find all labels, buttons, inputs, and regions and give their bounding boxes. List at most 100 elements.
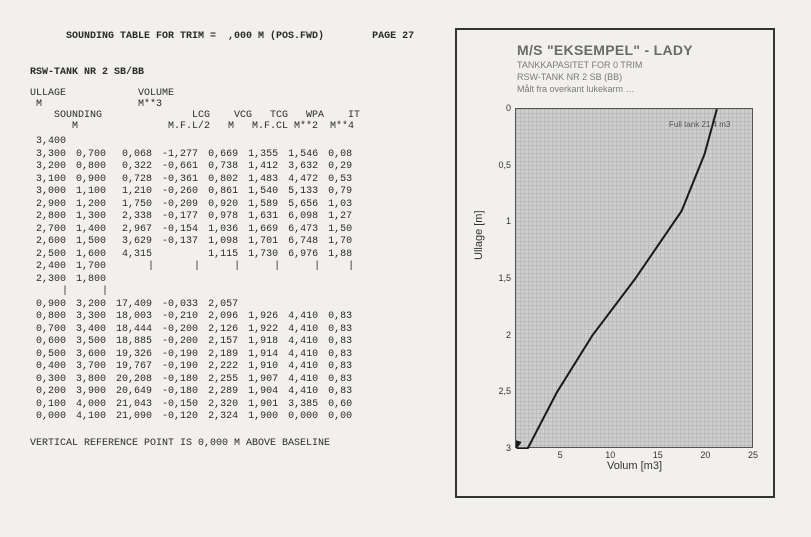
y-tick-label: 3 <box>495 443 511 453</box>
chart-annotation: Full tank 21,4 m3 <box>669 120 730 129</box>
table-cell: 0,000 <box>30 411 70 424</box>
table-cell: 0,068 <box>110 149 156 162</box>
table-row: 3,200 0,800 0,322 -0,661 0,738 1,412 3,6… <box>30 161 356 174</box>
table-cell: 0,920 <box>202 199 242 212</box>
sounding-table-block: SOUNDING TABLE FOR TRIM = ,000 M (POS.FW… <box>30 20 450 449</box>
table-cell <box>156 136 202 149</box>
table-row: 3,300 0,700 0,068 -1,277 0,669 1,355 1,5… <box>30 149 356 162</box>
table-cell: 0,53 <box>322 174 356 187</box>
table-cell: 3,100 <box>30 174 70 187</box>
table-cell: -0,150 <box>156 399 202 412</box>
table-cell: 6,748 <box>282 236 322 249</box>
table-cell: -0,033 <box>156 299 202 312</box>
table-cell: 3,400 <box>30 136 70 149</box>
reference-footer: VERTICAL REFERENCE POINT IS 0,000 M ABOV… <box>30 438 450 449</box>
table-row: 0,700 3,400 18,444 -0,200 2,126 1,922 4,… <box>30 324 356 337</box>
table-cell: 0,400 <box>30 361 70 374</box>
table-cell: | <box>322 261 356 274</box>
table-cell <box>242 286 282 299</box>
table-cell: 1,88 <box>322 249 356 262</box>
table-cell: 5,133 <box>282 186 322 199</box>
table-cell: 2,400 <box>30 261 70 274</box>
x-tick-label: 15 <box>653 450 663 460</box>
tank-name: RSW-TANK NR 2 SB/BB <box>30 67 450 78</box>
table-cell: 0,08 <box>322 149 356 162</box>
table-row: 0,000 4,100 21,090 -0,120 2,324 1,900 0,… <box>30 411 356 424</box>
table-cell: 1,03 <box>322 199 356 212</box>
chart-panel: M/S "EKSEMPEL" - LADY TANKKAPASITET FOR … <box>455 28 775 498</box>
table-cell: 0,728 <box>110 174 156 187</box>
table-cell: 1,918 <box>242 336 282 349</box>
table-cell: 0,79 <box>322 186 356 199</box>
table-cell: 2,157 <box>202 336 242 349</box>
table-cell: 1,701 <box>242 236 282 249</box>
table-cell: 0,83 <box>322 386 356 399</box>
table-cell: 3,629 <box>110 236 156 249</box>
table-cell: 2,967 <box>110 224 156 237</box>
x-tick-label: 20 <box>700 450 710 460</box>
table-cell: 18,003 <box>110 311 156 324</box>
table-cell: -0,190 <box>156 361 202 374</box>
table-cell: 0,600 <box>30 336 70 349</box>
table-row: 0,200 3,900 20,649 -0,180 2,289 1,904 4,… <box>30 386 356 399</box>
table-cell: 0,800 <box>30 311 70 324</box>
table-cell: | <box>110 261 156 274</box>
table-cell: -0,200 <box>156 324 202 337</box>
table-cell: -0,154 <box>156 224 202 237</box>
table-cell: | <box>202 261 242 274</box>
table-cell: 0,700 <box>30 324 70 337</box>
table-cell: 1,546 <box>282 149 322 162</box>
table-cell: 0,300 <box>30 374 70 387</box>
table-cell: -0,661 <box>156 161 202 174</box>
table-cell: 0,29 <box>322 161 356 174</box>
table-cell: 3,000 <box>30 186 70 199</box>
table-cell: 1,355 <box>242 149 282 162</box>
table-cell: 6,098 <box>282 211 322 224</box>
table-cell: | <box>70 286 110 299</box>
table-cell: 1,200 <box>70 199 110 212</box>
table-cell: -0,120 <box>156 411 202 424</box>
table-cell: 3,300 <box>70 311 110 324</box>
table-cell: 1,115 <box>202 249 242 262</box>
table-cell: 19,326 <box>110 349 156 362</box>
table-cell: 5,656 <box>282 199 322 212</box>
table-cell: 1,914 <box>242 349 282 362</box>
table-row: 2,600 1,500 3,629 -0,137 1,098 1,701 6,7… <box>30 236 356 249</box>
table-cell: 2,189 <box>202 349 242 362</box>
table-cell: 3,200 <box>30 161 70 174</box>
table-cell: 1,901 <box>242 399 282 412</box>
table-cell: 1,098 <box>202 236 242 249</box>
table-cell: -0,209 <box>156 199 202 212</box>
table-cell <box>110 274 156 287</box>
table-row: 3,100 0,900 0,728 -0,361 0,802 1,483 4,4… <box>30 174 356 187</box>
table-cell: 0,500 <box>30 349 70 362</box>
table-cell: 1,800 <box>70 274 110 287</box>
table-cell: -0,177 <box>156 211 202 224</box>
table-row: 0,900 3,200 17,409 -0,033 2,057 <box>30 299 356 312</box>
table-cell: 3,385 <box>282 399 322 412</box>
table-row: 2,400 1,700 | | | | | | <box>30 261 356 274</box>
table-row: 0,500 3,600 19,326 -0,190 2,189 1,914 4,… <box>30 349 356 362</box>
table-cell <box>282 286 322 299</box>
table-cell <box>322 299 356 312</box>
x-tick-label: 10 <box>605 450 615 460</box>
y-tick-label: 0 <box>495 103 511 113</box>
table-cell: 4,315 <box>110 249 156 262</box>
table-cell: 21,043 <box>110 399 156 412</box>
table-cell: 21,090 <box>110 411 156 424</box>
table-cell: 3,400 <box>70 324 110 337</box>
chart-curve <box>516 109 754 449</box>
table-cell: 1,210 <box>110 186 156 199</box>
table-cell: 20,649 <box>110 386 156 399</box>
table-cell: 0,83 <box>322 349 356 362</box>
table-cell: | <box>282 261 322 274</box>
table-cell: 0,200 <box>30 386 70 399</box>
table-row: 0,800 3,300 18,003 -0,210 2,096 1,926 4,… <box>30 311 356 324</box>
table-cell: 0,83 <box>322 336 356 349</box>
table-row: | | <box>30 286 356 299</box>
table-cell: 1,036 <box>202 224 242 237</box>
x-tick-label: 25 <box>748 450 758 460</box>
table-cell: 2,126 <box>202 324 242 337</box>
table-cell: 2,338 <box>110 211 156 224</box>
table-cell: 4,410 <box>282 361 322 374</box>
